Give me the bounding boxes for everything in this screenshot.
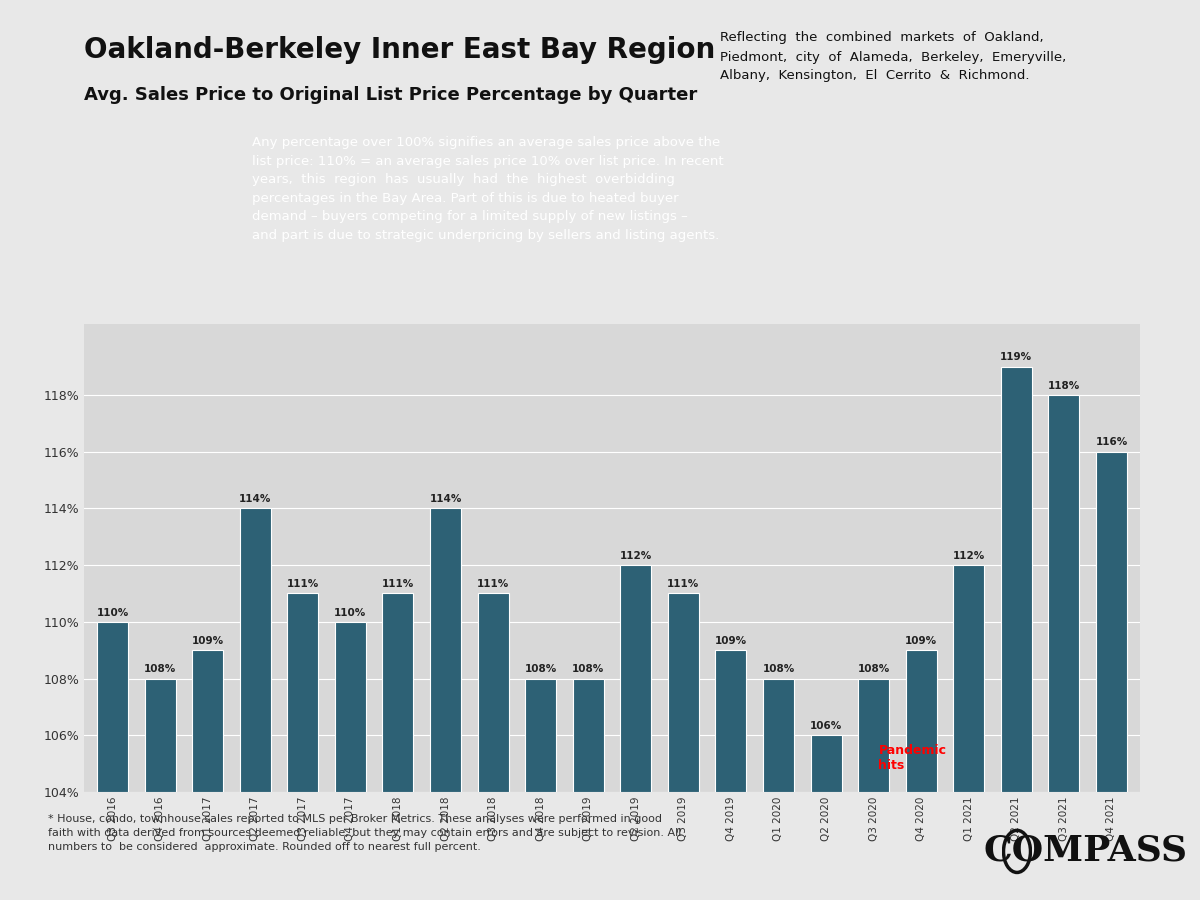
Text: 108%: 108%	[858, 664, 889, 674]
Bar	[810, 735, 841, 792]
Text: Avg. Sales Price to Original List Price Percentage by Quarter: Avg. Sales Price to Original List Price …	[84, 86, 697, 104]
Text: 111%: 111%	[382, 580, 414, 590]
Bar	[953, 565, 984, 792]
Bar	[430, 508, 461, 792]
Bar	[1001, 366, 1032, 792]
Text: COMPASS: COMPASS	[984, 833, 1188, 868]
Bar	[287, 593, 318, 792]
Bar	[97, 622, 128, 792]
Text: 116%: 116%	[1096, 437, 1128, 447]
Bar	[906, 650, 937, 792]
Text: 108%: 108%	[572, 664, 605, 674]
Text: 109%: 109%	[905, 636, 937, 646]
Text: 111%: 111%	[667, 580, 700, 590]
Bar	[763, 679, 794, 792]
Text: Any percentage over 100% signifies an average sales price above the
list price: : Any percentage over 100% signifies an av…	[252, 136, 724, 241]
Bar	[335, 622, 366, 792]
Bar	[572, 679, 604, 792]
Text: 112%: 112%	[953, 551, 985, 561]
Text: 106%: 106%	[810, 721, 842, 731]
Text: 108%: 108%	[144, 664, 176, 674]
Text: 119%: 119%	[1001, 352, 1032, 363]
Bar	[383, 593, 414, 792]
Bar	[1049, 395, 1079, 792]
Text: 108%: 108%	[762, 664, 794, 674]
Bar	[145, 679, 175, 792]
Text: 110%: 110%	[335, 608, 366, 617]
Text: Pandemic
hits: Pandemic hits	[878, 743, 947, 772]
Text: Oakland-Berkeley Inner East Bay Region: Oakland-Berkeley Inner East Bay Region	[84, 36, 715, 64]
Text: 109%: 109%	[192, 636, 223, 646]
Bar	[478, 593, 509, 792]
Bar	[858, 679, 889, 792]
Bar	[1096, 452, 1127, 792]
Bar	[620, 565, 652, 792]
Text: 114%: 114%	[430, 494, 462, 504]
Bar	[715, 650, 746, 792]
Bar	[668, 593, 698, 792]
Text: 111%: 111%	[287, 580, 319, 590]
Text: * House, condo, townhouse sales reported to MLS per Broker Metrics. These analys: * House, condo, townhouse sales reported…	[48, 814, 682, 852]
Text: 111%: 111%	[476, 580, 509, 590]
Text: 112%: 112%	[619, 551, 652, 561]
Text: 109%: 109%	[715, 636, 746, 646]
Bar	[526, 679, 556, 792]
Text: 108%: 108%	[524, 664, 557, 674]
Bar	[192, 650, 223, 792]
Text: 110%: 110%	[96, 608, 128, 617]
Text: 118%: 118%	[1048, 381, 1080, 391]
Bar	[240, 508, 271, 792]
Text: 114%: 114%	[239, 494, 271, 504]
Text: Reflecting  the  combined  markets  of  Oakland,
Piedmont,  city  of  Alameda,  : Reflecting the combined markets of Oakla…	[720, 32, 1067, 83]
